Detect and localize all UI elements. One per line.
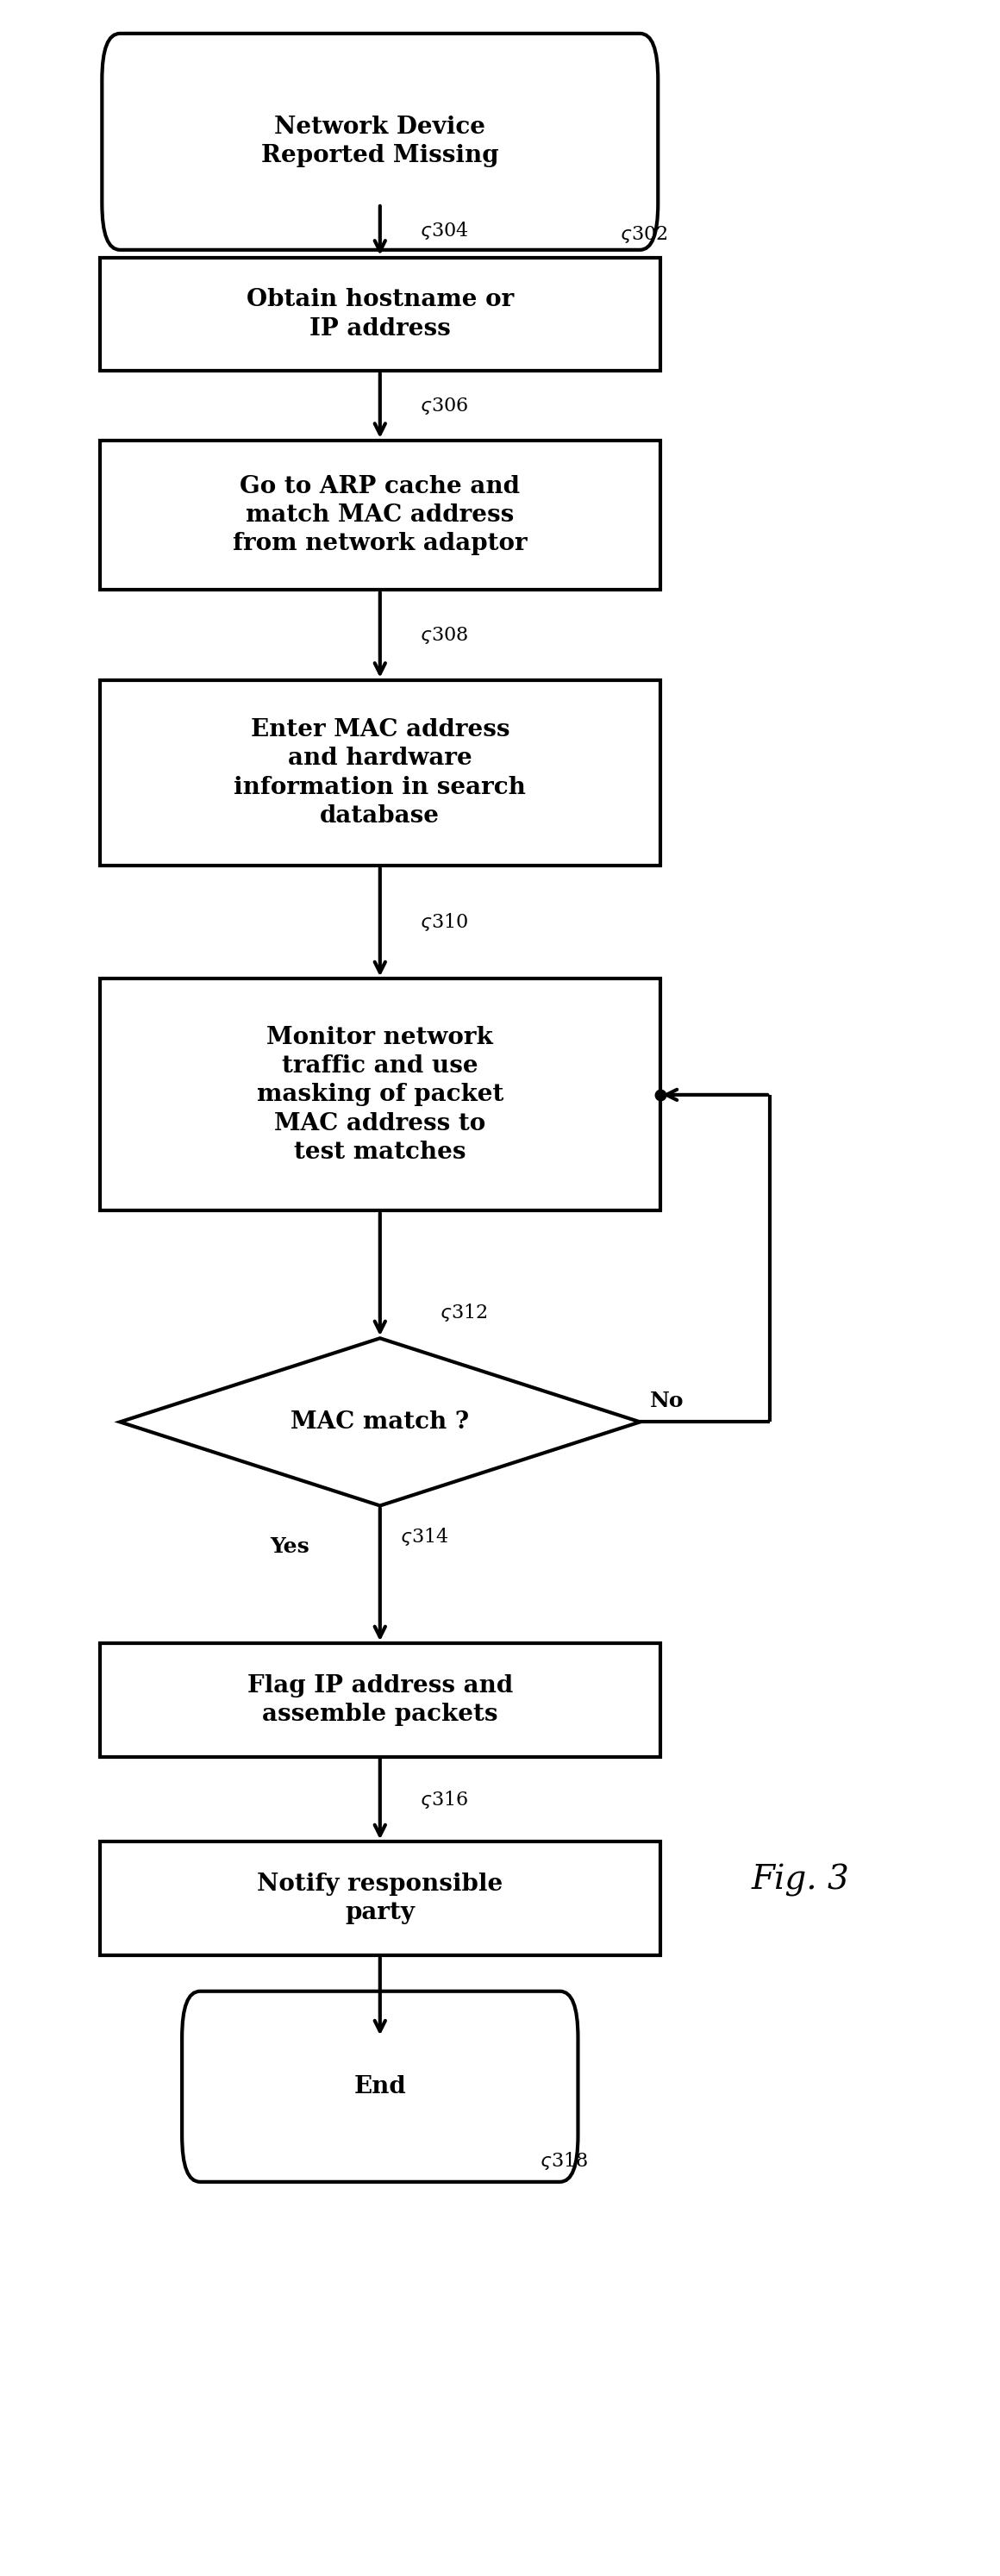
Text: Fig. 3: Fig. 3	[751, 1865, 849, 1896]
Bar	[100, 440, 660, 590]
Bar	[100, 1643, 660, 1757]
Text: $\varsigma$308: $\varsigma$308	[420, 623, 468, 647]
Text: Obtain hostname or
IP address: Obtain hostname or IP address	[246, 289, 514, 340]
Text: $\varsigma$304: $\varsigma$304	[420, 219, 469, 242]
Text: Enter MAC address
and hardware
information in search
database: Enter MAC address and hardware informati…	[234, 719, 526, 827]
Text: End: End	[354, 2074, 406, 2099]
Text: MAC match ?: MAC match ?	[291, 1409, 469, 1435]
Text: $\varsigma$312: $\varsigma$312	[440, 1301, 488, 1324]
Text: $\varsigma$318: $\varsigma$318	[540, 2151, 588, 2172]
Text: $\varsigma$314: $\varsigma$314	[400, 1525, 449, 1548]
Text: Notify responsible
party: Notify responsible party	[257, 1873, 503, 1924]
Text: Yes: Yes	[270, 1535, 310, 1558]
Text: No: No	[650, 1391, 684, 1412]
Polygon shape	[120, 1340, 640, 1504]
Bar	[100, 979, 660, 1211]
Bar	[100, 1842, 660, 1955]
Bar	[100, 258, 660, 371]
Text: $\varsigma$306: $\varsigma$306	[420, 394, 468, 417]
Text: Flag IP address and
assemble packets: Flag IP address and assemble packets	[247, 1674, 513, 1726]
FancyBboxPatch shape	[182, 1991, 578, 2182]
Text: $\varsigma$310: $\varsigma$310	[420, 912, 468, 933]
Text: $\varsigma$316: $\varsigma$316	[420, 1788, 468, 1811]
Text: Go to ARP cache and
match MAC address
from network adaptor: Go to ARP cache and match MAC address fr…	[233, 474, 527, 556]
Text: Network Device
Reported Missing: Network Device Reported Missing	[261, 116, 499, 167]
Bar	[100, 680, 660, 866]
FancyBboxPatch shape	[102, 33, 658, 250]
Text: $\varsigma$302: $\varsigma$302	[620, 224, 668, 245]
Text: Monitor network
traffic and use
masking of packet
MAC address to
test matches: Monitor network traffic and use masking …	[257, 1025, 503, 1164]
